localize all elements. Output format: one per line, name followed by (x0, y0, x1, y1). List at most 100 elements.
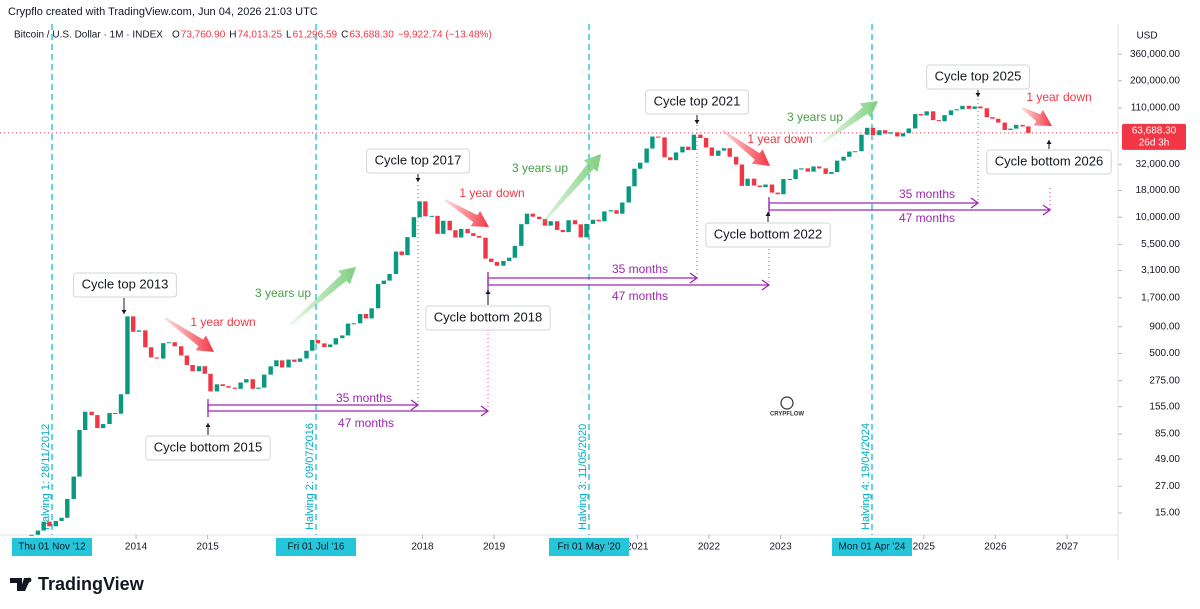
candle (387, 273, 392, 281)
candle (59, 517, 64, 521)
candle (411, 217, 417, 238)
candle (745, 178, 750, 186)
x-tick-label: 2021 (626, 542, 649, 553)
pointer-head (975, 93, 981, 97)
range-arrowhead (761, 279, 771, 291)
candle (393, 251, 399, 274)
candle (506, 257, 512, 261)
candle (936, 120, 942, 122)
y-tick-label: 110,000.00 (1131, 103, 1181, 114)
candle (560, 229, 566, 233)
x-tick-label: 2023 (769, 542, 792, 553)
candle (125, 316, 130, 395)
y-tick-label: 5,500.00 (1141, 239, 1180, 250)
halving-label: Halving 2: 09/07/2016 (304, 423, 316, 530)
candle (345, 323, 351, 336)
price-label: 63,688.30 (1132, 126, 1177, 137)
date-box-text: Fri 01 Jul '16 (288, 542, 345, 553)
y-tick-label: 500.00 (1149, 348, 1180, 359)
candle (638, 162, 643, 169)
candle (340, 335, 345, 339)
candle (954, 109, 959, 111)
halving-label: Halving 4: 19/04/2024 (860, 423, 872, 530)
candle (226, 386, 231, 388)
candle (494, 261, 500, 266)
ohlc-value: 73,760.90 (181, 30, 226, 41)
y-tick-label: 360,000.00 (1130, 49, 1180, 60)
candle (357, 314, 363, 324)
candle (184, 355, 190, 366)
candle (834, 160, 840, 173)
x-tick-label: 2019 (483, 542, 506, 553)
candle (465, 228, 470, 234)
candle (781, 179, 786, 195)
candle (327, 344, 333, 348)
red-label: 1 year down (1026, 90, 1091, 104)
candle (297, 358, 303, 362)
watermark-text: CRYPFLOW (770, 412, 804, 418)
trend-arrow (721, 129, 770, 166)
candle (817, 166, 822, 169)
candle (530, 213, 535, 217)
y-tick-label: 10,000.00 (1136, 212, 1181, 223)
candle (733, 156, 739, 165)
candle (417, 201, 422, 218)
candle (644, 148, 649, 163)
x-tick-label: 2018 (411, 542, 434, 553)
candle (136, 330, 142, 332)
candle (89, 411, 94, 416)
candle (793, 169, 798, 179)
candle (423, 201, 428, 217)
candle (673, 152, 679, 161)
callout: Cycle bottom 2018 (425, 305, 551, 331)
pointer-head (765, 212, 771, 216)
x-tick-label: 2027 (1056, 542, 1079, 553)
candle (1020, 124, 1025, 127)
candle (161, 343, 166, 359)
candle (590, 219, 596, 224)
candle (924, 111, 929, 116)
candle (865, 127, 870, 135)
candle (566, 220, 571, 233)
candle (256, 387, 261, 389)
candle (751, 178, 757, 186)
candle (453, 230, 458, 238)
candle (381, 280, 387, 285)
y-tick-label: 32,000.00 (1136, 159, 1181, 170)
range-arrowhead (970, 197, 980, 209)
candle (537, 216, 542, 220)
candle (608, 210, 614, 212)
date-box-text: Thu 01 Nov '12 (18, 542, 86, 553)
callout: Cycle top 2013 (73, 272, 177, 298)
candle (978, 106, 983, 109)
green-label: 3 years up (512, 161, 568, 175)
candle (113, 413, 118, 415)
candle (739, 164, 745, 186)
callout-text: Cycle top 2017 (375, 152, 462, 167)
candle (930, 111, 936, 121)
purple-label: 47 months (338, 416, 394, 430)
candle (65, 499, 70, 518)
candle (262, 374, 267, 388)
candle (763, 184, 768, 188)
candle (775, 192, 780, 195)
trend-arrow (444, 199, 489, 227)
logo: TradingView (10, 574, 145, 594)
candle (655, 136, 661, 138)
candle (447, 220, 452, 231)
trend-arrow (821, 101, 878, 144)
y-tick-label: 15.00 (1155, 508, 1180, 519)
candle (304, 350, 309, 359)
candle (100, 424, 106, 429)
red-label: 1 year down (747, 132, 812, 146)
candle (71, 476, 76, 500)
callout: Cycle top 2021 (645, 89, 749, 115)
candle (315, 339, 321, 344)
candle (238, 382, 243, 389)
countdown: 26d 3h (1139, 138, 1170, 149)
candle (148, 347, 154, 358)
ohlc-value: 74,013.25 (238, 30, 283, 41)
callout: Cycle top 2025 (926, 64, 1030, 90)
candle (542, 219, 548, 226)
candle (972, 106, 977, 109)
